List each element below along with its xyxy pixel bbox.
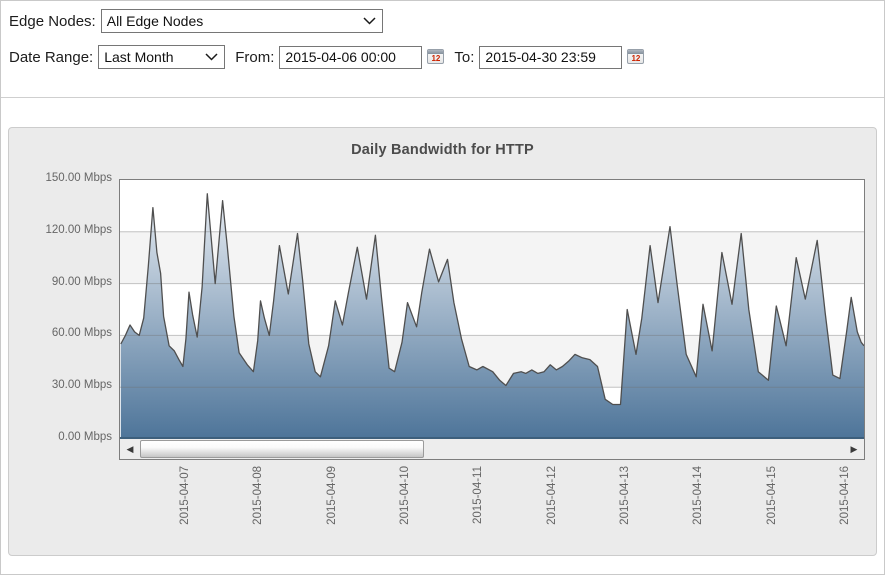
- x-axis-label: 2015-04-16: [839, 466, 852, 525]
- date-range-label: Date Range:: [9, 48, 94, 66]
- bandwidth-area-chart: [120, 193, 864, 439]
- scrollbar-thumb[interactable]: [140, 440, 424, 458]
- calendar-icon: 12: [627, 49, 645, 64]
- x-axis-label: 2015-04-07: [179, 466, 192, 525]
- date-range-select[interactable]: Last Month: [98, 45, 226, 69]
- from-date-input[interactable]: 2015-04-06 00:00: [279, 45, 423, 69]
- x-axis-label: 2015-04-10: [399, 466, 412, 525]
- y-axis-label: 120.00 Mbps: [45, 223, 113, 236]
- to-calendar-button[interactable]: 12: [627, 49, 645, 65]
- chart-panel: Daily Bandwidth for HTTP 150.00 Mbps 120.…: [8, 127, 877, 556]
- date-range-selected-value: Last Month: [104, 49, 174, 65]
- x-axis-label: 2015-04-14: [692, 466, 705, 525]
- to-label: To:: [454, 48, 475, 66]
- y-axis-label: 0.00 Mbps: [58, 431, 112, 443]
- y-axis-label: 60.00 Mbps: [51, 327, 112, 340]
- edge-nodes-selected-value: All Edge Nodes: [106, 13, 204, 29]
- x-axis-label: 2015-04-09: [325, 466, 338, 525]
- y-axis-label: 150.00 Mbps: [45, 172, 113, 184]
- edge-nodes-row: Edge Nodes: All Edge Nodes: [9, 9, 383, 33]
- from-calendar-button[interactable]: 12: [427, 49, 445, 65]
- plot-area: ◀ ▶: [119, 179, 865, 460]
- chart-title: Daily Bandwidth for HTTP: [351, 142, 534, 158]
- y-axis-label: 90.00 Mbps: [51, 275, 112, 288]
- scroll-right-button[interactable]: ▶: [844, 439, 864, 459]
- calendar-icon: 12: [427, 49, 445, 64]
- x-axis-label: 2015-04-15: [765, 466, 778, 525]
- y-axis-label: 30.00 Mbps: [51, 379, 112, 392]
- chart-scrollbar: ◀ ▶: [120, 439, 864, 459]
- x-axis-label: 2015-04-13: [619, 466, 632, 525]
- chevron-down-icon: [205, 53, 218, 61]
- from-label: From:: [235, 48, 275, 66]
- to-date-input[interactable]: 2015-04-30 23:59: [479, 45, 623, 69]
- date-range-row: Date Range: Last Month From: 2015-04-06 …: [9, 45, 645, 69]
- x-axis-label: 2015-04-12: [545, 466, 558, 525]
- scrollbar-track[interactable]: [140, 439, 844, 459]
- y-axis: 150.00 Mbps 120.00 Mbps 90.00 Mbps 60.00 Mb…: [9, 128, 113, 555]
- edge-nodes-select[interactable]: All Edge Nodes: [100, 9, 383, 33]
- scroll-left-button[interactable]: ◀: [120, 439, 140, 459]
- x-axis-label: 2015-04-11: [472, 466, 485, 524]
- edge-nodes-label: Edge Nodes:: [9, 12, 96, 30]
- chevron-down-icon: [363, 17, 376, 25]
- x-axis-label: 2015-04-08: [252, 466, 265, 525]
- filter-toolbar: Edge Nodes: All Edge Nodes Date Range: L…: [1, 1, 884, 98]
